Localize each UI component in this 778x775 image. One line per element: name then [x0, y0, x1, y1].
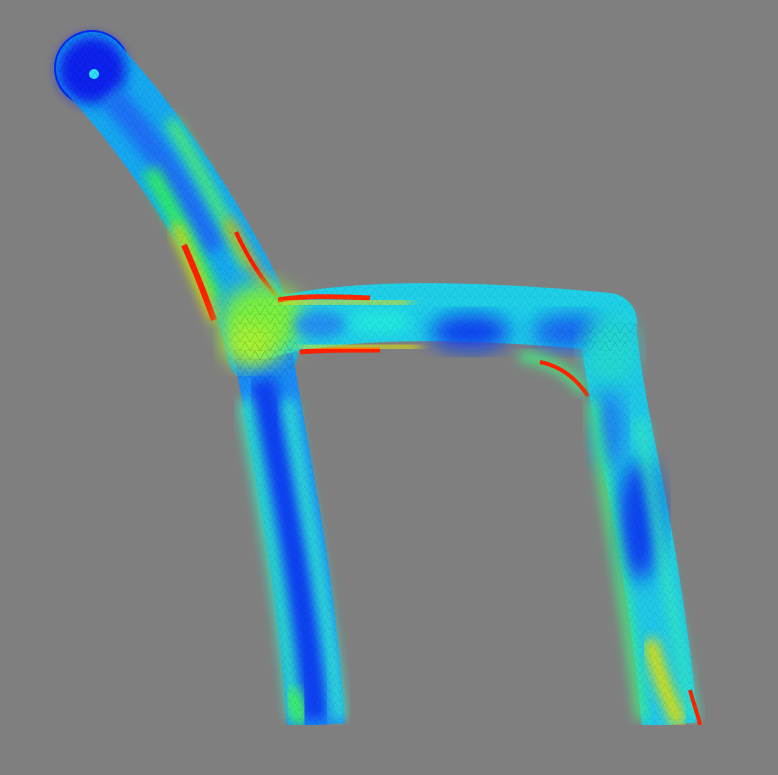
bottom-cut [0, 725, 778, 775]
mesh-texture [54, 30, 698, 728]
